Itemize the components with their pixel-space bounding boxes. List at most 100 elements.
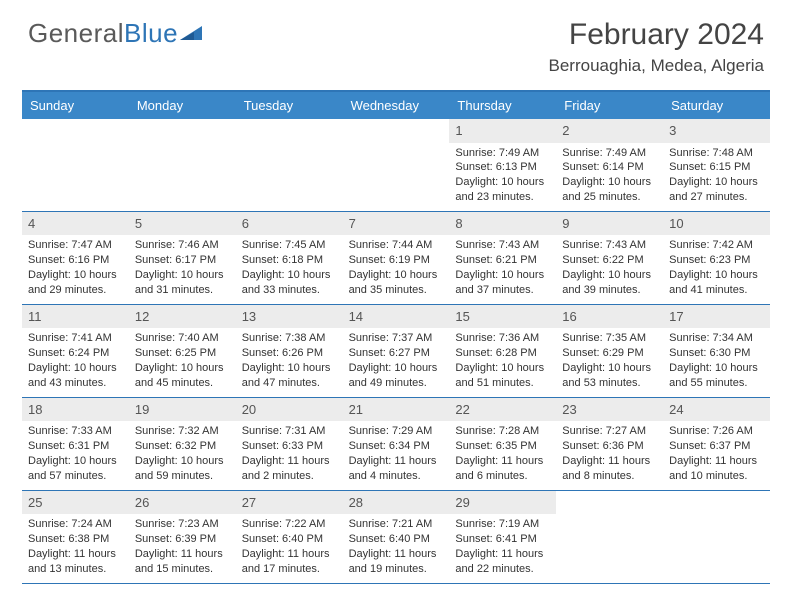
title-block: February 2024 Berrouaghia, Medea, Algeri… (549, 18, 764, 76)
daylight-text: Daylight: 11 hours and 19 minutes. (349, 547, 444, 577)
daylight-text: Daylight: 11 hours and 15 minutes. (135, 547, 230, 577)
day-cell: 6Sunrise: 7:45 AMSunset: 6:18 PMDaylight… (236, 212, 343, 304)
sunrise-text: Sunrise: 7:22 AM (242, 517, 337, 532)
day-body: Sunrise: 7:38 AMSunset: 6:26 PMDaylight:… (236, 328, 343, 396)
sunrise-text: Sunrise: 7:35 AM (562, 331, 657, 346)
sunset-text: Sunset: 6:32 PM (135, 439, 230, 454)
empty-cell (129, 119, 236, 211)
week-row: 11Sunrise: 7:41 AMSunset: 6:24 PMDayligh… (22, 305, 770, 398)
sunrise-text: Sunrise: 7:34 AM (669, 331, 764, 346)
logo-text-gray: General (28, 18, 124, 49)
daylight-text: Daylight: 10 hours and 47 minutes. (242, 361, 337, 391)
day-body: Sunrise: 7:40 AMSunset: 6:25 PMDaylight:… (129, 328, 236, 396)
day-cell: 12Sunrise: 7:40 AMSunset: 6:25 PMDayligh… (129, 305, 236, 397)
day-number: 28 (343, 491, 450, 515)
day-cell: 13Sunrise: 7:38 AMSunset: 6:26 PMDayligh… (236, 305, 343, 397)
sunset-text: Sunset: 6:26 PM (242, 346, 337, 361)
day-cell: 16Sunrise: 7:35 AMSunset: 6:29 PMDayligh… (556, 305, 663, 397)
day-body: Sunrise: 7:32 AMSunset: 6:32 PMDaylight:… (129, 421, 236, 489)
sunset-text: Sunset: 6:21 PM (455, 253, 550, 268)
day-headers-row: Sunday Monday Tuesday Wednesday Thursday… (22, 92, 770, 119)
day-number: 2 (556, 119, 663, 143)
sunrise-text: Sunrise: 7:21 AM (349, 517, 444, 532)
daylight-text: Daylight: 10 hours and 27 minutes. (669, 175, 764, 205)
day-header: Saturday (663, 92, 770, 119)
day-cell: 5Sunrise: 7:46 AMSunset: 6:17 PMDaylight… (129, 212, 236, 304)
sunrise-text: Sunrise: 7:46 AM (135, 238, 230, 253)
day-header: Tuesday (236, 92, 343, 119)
day-cell: 3Sunrise: 7:48 AMSunset: 6:15 PMDaylight… (663, 119, 770, 211)
logo-triangle-icon (180, 18, 202, 49)
sunrise-text: Sunrise: 7:43 AM (562, 238, 657, 253)
daylight-text: Daylight: 10 hours and 49 minutes. (349, 361, 444, 391)
daylight-text: Daylight: 10 hours and 59 minutes. (135, 454, 230, 484)
sunrise-text: Sunrise: 7:24 AM (28, 517, 123, 532)
sunset-text: Sunset: 6:40 PM (349, 532, 444, 547)
sunrise-text: Sunrise: 7:42 AM (669, 238, 764, 253)
day-cell: 27Sunrise: 7:22 AMSunset: 6:40 PMDayligh… (236, 491, 343, 583)
day-body: Sunrise: 7:23 AMSunset: 6:39 PMDaylight:… (129, 514, 236, 582)
logo-text-blue: Blue (124, 18, 178, 49)
sunset-text: Sunset: 6:40 PM (242, 532, 337, 547)
day-cell: 9Sunrise: 7:43 AMSunset: 6:22 PMDaylight… (556, 212, 663, 304)
day-number: 14 (343, 305, 450, 329)
sunrise-text: Sunrise: 7:49 AM (562, 146, 657, 161)
sunset-text: Sunset: 6:23 PM (669, 253, 764, 268)
sunrise-text: Sunrise: 7:43 AM (455, 238, 550, 253)
sunset-text: Sunset: 6:39 PM (135, 532, 230, 547)
sunset-text: Sunset: 6:38 PM (28, 532, 123, 547)
day-body: Sunrise: 7:26 AMSunset: 6:37 PMDaylight:… (663, 421, 770, 489)
day-cell: 2Sunrise: 7:49 AMSunset: 6:14 PMDaylight… (556, 119, 663, 211)
day-cell: 15Sunrise: 7:36 AMSunset: 6:28 PMDayligh… (449, 305, 556, 397)
day-body: Sunrise: 7:37 AMSunset: 6:27 PMDaylight:… (343, 328, 450, 396)
day-cell: 1Sunrise: 7:49 AMSunset: 6:13 PMDaylight… (449, 119, 556, 211)
daylight-text: Daylight: 10 hours and 53 minutes. (562, 361, 657, 391)
day-number: 6 (236, 212, 343, 236)
day-cell: 18Sunrise: 7:33 AMSunset: 6:31 PMDayligh… (22, 398, 129, 490)
day-number: 16 (556, 305, 663, 329)
daylight-text: Daylight: 10 hours and 35 minutes. (349, 268, 444, 298)
day-cell: 10Sunrise: 7:42 AMSunset: 6:23 PMDayligh… (663, 212, 770, 304)
daylight-text: Daylight: 11 hours and 6 minutes. (455, 454, 550, 484)
daylight-text: Daylight: 10 hours and 39 minutes. (562, 268, 657, 298)
day-body: Sunrise: 7:24 AMSunset: 6:38 PMDaylight:… (22, 514, 129, 582)
day-body: Sunrise: 7:29 AMSunset: 6:34 PMDaylight:… (343, 421, 450, 489)
daylight-text: Daylight: 10 hours and 45 minutes. (135, 361, 230, 391)
day-body: Sunrise: 7:42 AMSunset: 6:23 PMDaylight:… (663, 235, 770, 303)
day-body: Sunrise: 7:47 AMSunset: 6:16 PMDaylight:… (22, 235, 129, 303)
sunset-text: Sunset: 6:16 PM (28, 253, 123, 268)
day-number: 22 (449, 398, 556, 422)
sunset-text: Sunset: 6:24 PM (28, 346, 123, 361)
day-body: Sunrise: 7:49 AMSunset: 6:14 PMDaylight:… (556, 143, 663, 211)
sunrise-text: Sunrise: 7:23 AM (135, 517, 230, 532)
day-number: 13 (236, 305, 343, 329)
day-cell: 24Sunrise: 7:26 AMSunset: 6:37 PMDayligh… (663, 398, 770, 490)
weeks-container: 1Sunrise: 7:49 AMSunset: 6:13 PMDaylight… (22, 119, 770, 584)
day-body: Sunrise: 7:21 AMSunset: 6:40 PMDaylight:… (343, 514, 450, 582)
day-number: 5 (129, 212, 236, 236)
day-number: 29 (449, 491, 556, 515)
day-cell: 11Sunrise: 7:41 AMSunset: 6:24 PMDayligh… (22, 305, 129, 397)
week-row: 1Sunrise: 7:49 AMSunset: 6:13 PMDaylight… (22, 119, 770, 212)
day-number: 11 (22, 305, 129, 329)
day-cell: 28Sunrise: 7:21 AMSunset: 6:40 PMDayligh… (343, 491, 450, 583)
day-number: 24 (663, 398, 770, 422)
empty-cell (556, 491, 663, 583)
day-number: 21 (343, 398, 450, 422)
calendar: Sunday Monday Tuesday Wednesday Thursday… (22, 90, 770, 584)
daylight-text: Daylight: 11 hours and 4 minutes. (349, 454, 444, 484)
sunset-text: Sunset: 6:28 PM (455, 346, 550, 361)
day-body: Sunrise: 7:27 AMSunset: 6:36 PMDaylight:… (556, 421, 663, 489)
day-body: Sunrise: 7:28 AMSunset: 6:35 PMDaylight:… (449, 421, 556, 489)
daylight-text: Daylight: 10 hours and 41 minutes. (669, 268, 764, 298)
day-body: Sunrise: 7:46 AMSunset: 6:17 PMDaylight:… (129, 235, 236, 303)
sunset-text: Sunset: 6:14 PM (562, 160, 657, 175)
sunset-text: Sunset: 6:33 PM (242, 439, 337, 454)
sunrise-text: Sunrise: 7:40 AM (135, 331, 230, 346)
sunset-text: Sunset: 6:15 PM (669, 160, 764, 175)
sunrise-text: Sunrise: 7:48 AM (669, 146, 764, 161)
day-cell: 19Sunrise: 7:32 AMSunset: 6:32 PMDayligh… (129, 398, 236, 490)
day-body: Sunrise: 7:48 AMSunset: 6:15 PMDaylight:… (663, 143, 770, 211)
sunrise-text: Sunrise: 7:33 AM (28, 424, 123, 439)
daylight-text: Daylight: 11 hours and 2 minutes. (242, 454, 337, 484)
